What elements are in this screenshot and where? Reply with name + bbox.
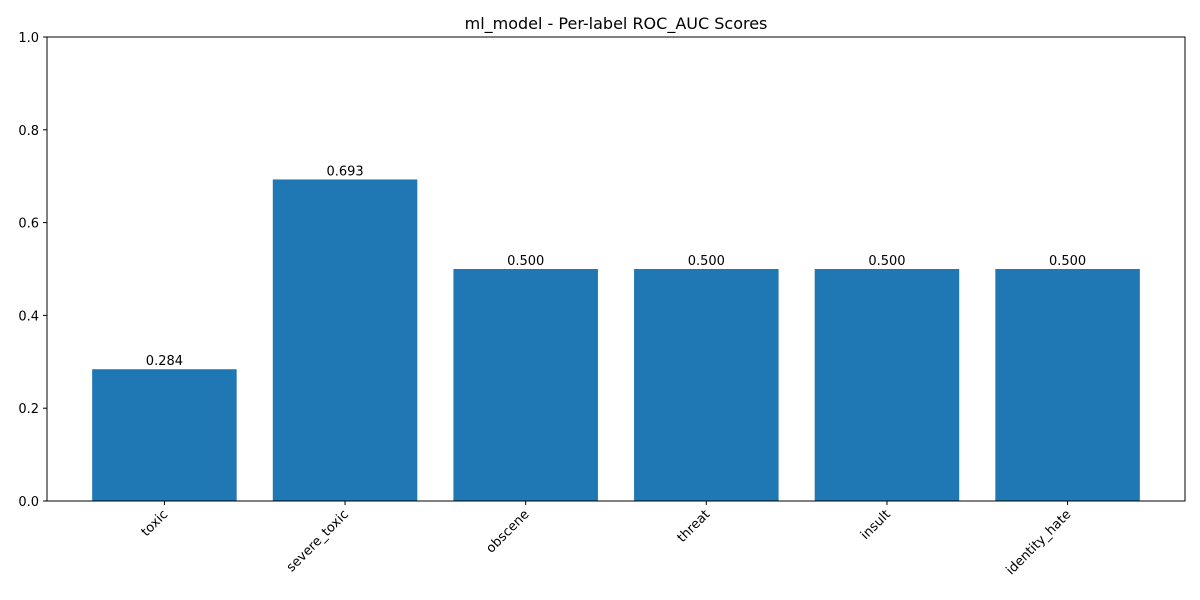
bar-obscene bbox=[453, 269, 598, 501]
value-label: 0.284 bbox=[146, 354, 183, 369]
bar-threat bbox=[634, 269, 779, 501]
x-tick-label: insult bbox=[858, 507, 894, 543]
value-label: 0.500 bbox=[1049, 254, 1086, 269]
y-tick-label: 1.0 bbox=[18, 31, 39, 46]
plot-frame bbox=[46, 36, 1186, 502]
bar-identity-hate bbox=[995, 269, 1140, 501]
y-tick-label: 0.2 bbox=[18, 402, 39, 417]
y-tick-label: 0.6 bbox=[18, 217, 39, 232]
x-tick-label: threat bbox=[675, 507, 714, 546]
y-tick-label: 0.8 bbox=[18, 124, 39, 139]
value-label: 0.500 bbox=[688, 254, 725, 269]
x-tick-label: obscene bbox=[483, 507, 532, 556]
y-tick-label: 0.0 bbox=[18, 495, 39, 510]
chart-title: ml_model - Per-label ROC_AUC Scores bbox=[465, 14, 768, 34]
value-label: 0.693 bbox=[326, 164, 363, 179]
value-label: 0.500 bbox=[868, 254, 905, 269]
value-label: 0.500 bbox=[507, 254, 544, 269]
x-tick-label: severe_toxic bbox=[284, 507, 352, 575]
y-axis: 0.0 0.2 0.4 0.6 0.8 1.0 bbox=[18, 31, 47, 510]
bar-insult bbox=[814, 269, 960, 501]
x-axis: toxic severe_toxic obscene threat insult iden… bbox=[139, 501, 1074, 578]
x-tick-label: toxic bbox=[139, 507, 172, 540]
x-tick-label: identity_hate bbox=[1003, 507, 1074, 578]
bars-group bbox=[92, 179, 1140, 501]
bar-severe-toxic bbox=[272, 179, 418, 501]
bar-toxic bbox=[92, 369, 237, 501]
value-labels-group: 0.284 0.693 0.500 0.500 0.500 0.500 bbox=[146, 164, 1086, 369]
y-tick-label: 0.4 bbox=[18, 309, 39, 324]
